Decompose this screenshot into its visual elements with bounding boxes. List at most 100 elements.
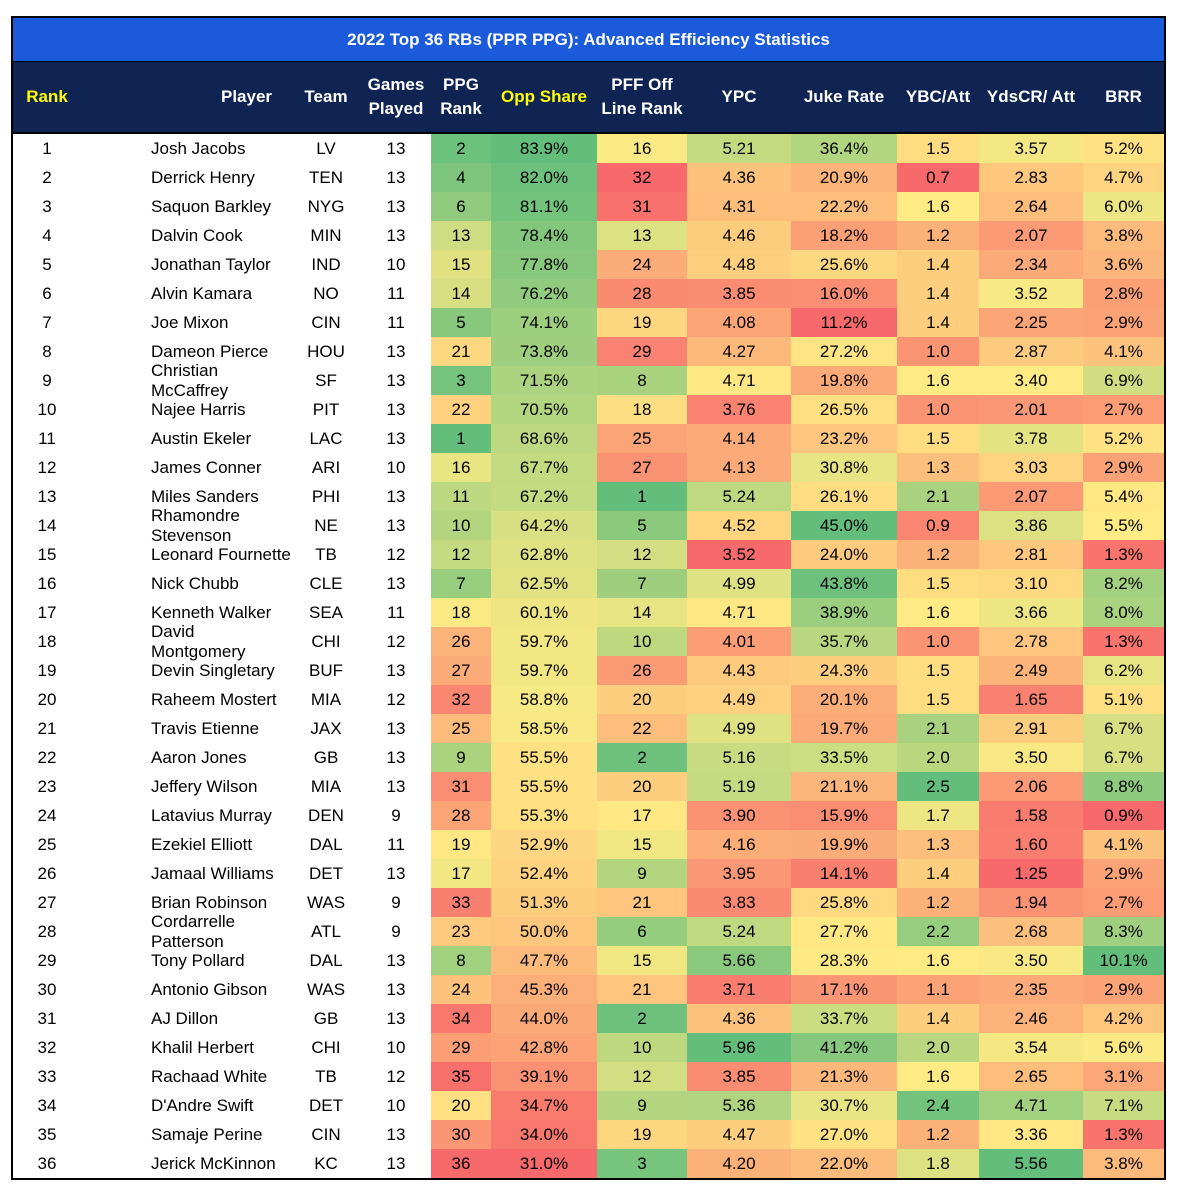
cell-yds-cr-att: 4.71	[979, 1091, 1083, 1120]
cell-juke-rate: 21.1%	[791, 772, 897, 801]
cell-yds-cr-att: 3.40	[979, 366, 1083, 395]
cell-pff-off-line-rank: 29	[597, 337, 687, 366]
cell-pff-off-line-rank: 27	[597, 453, 687, 482]
cell-yds-cr-att: 3.03	[979, 453, 1083, 482]
cell-ybc-att: 1.3	[897, 453, 979, 482]
table-row: 16 Nick Chubb CLE 13 7 62.5% 7 4.99 43.8% 1.5 3.10…	[13, 569, 1164, 598]
cell-pff-off-line-rank: 19	[597, 308, 687, 337]
cell-player: Jamaal Williams	[151, 863, 274, 883]
cell-ppg-rank: 33	[431, 888, 491, 917]
cell-ypc: 4.49	[687, 685, 791, 714]
cell-pff-off-line-rank: 9	[597, 859, 687, 888]
cell-opp-share: 55.5%	[491, 743, 597, 772]
cell-ybc-att: 1.8	[897, 1149, 979, 1178]
cell-yds-cr-att: 2.65	[979, 1062, 1083, 1091]
cell-ppg-rank: 12	[431, 540, 491, 569]
cell-ypc: 3.85	[687, 1062, 791, 1091]
cell-games-played: 13	[386, 428, 406, 448]
cell-games-played: 13	[386, 370, 406, 390]
cell-ypc: 3.83	[687, 888, 791, 917]
cell-ppg-rank: 29	[431, 1033, 491, 1062]
cell-opp-share: 70.5%	[491, 395, 597, 424]
cell-player: Saquon Barkley	[151, 196, 272, 216]
cell-brr: 4.1%	[1083, 830, 1164, 859]
cell-player: Tony Pollard	[151, 950, 245, 970]
cell-ppg-rank: 5	[431, 308, 491, 337]
cell-team: TB	[315, 1066, 337, 1086]
cell-yds-cr-att: 3.66	[979, 598, 1083, 627]
cell-team: SF	[315, 370, 337, 390]
cell-player: AJ Dillon	[151, 1008, 219, 1028]
cell-brr: 8.8%	[1083, 772, 1164, 801]
cell-opp-share: 62.8%	[491, 540, 597, 569]
cell-opp-share: 73.8%	[491, 337, 597, 366]
cell-opp-share: 39.1%	[491, 1062, 597, 1091]
cell-opp-share: 76.2%	[491, 279, 597, 308]
cell-ppg-rank: 2	[431, 134, 491, 163]
cell-yds-cr-att: 2.83	[979, 163, 1083, 192]
cell-yds-cr-att: 3.50	[979, 743, 1083, 772]
cell-games-played: 13	[386, 747, 406, 767]
cell-team: CIN	[311, 1124, 341, 1144]
cell-juke-rate: 18.2%	[791, 221, 897, 250]
cell-yds-cr-att: 2.87	[979, 337, 1083, 366]
cell-ppg-rank: 7	[431, 569, 491, 598]
cell-ybc-att: 2.1	[897, 714, 979, 743]
cell-juke-rate: 25.8%	[791, 888, 897, 917]
cell-juke-rate: 45.0%	[791, 511, 897, 540]
cell-player: Miles Sanders	[151, 486, 259, 506]
cell-ppg-rank: 15	[431, 250, 491, 279]
cell-pff-off-line-rank: 20	[597, 685, 687, 714]
cell-ppg-rank: 18	[431, 598, 491, 627]
cell-team: IND	[311, 254, 341, 274]
cell-rank: 4	[42, 225, 52, 245]
cell-games-played: 13	[386, 341, 406, 361]
cell-ypc: 5.24	[687, 482, 791, 511]
cell-pff-off-line-rank: 14	[597, 598, 687, 627]
cell-pff-off-line-rank: 5	[597, 511, 687, 540]
cell-player: Ezekiel Elliott	[151, 834, 253, 854]
cell-ybc-att: 2.4	[897, 1091, 979, 1120]
cell-opp-share: 50.0%	[491, 917, 597, 946]
cell-ybc-att: 1.6	[897, 1062, 979, 1091]
cell-ybc-att: 1.3	[897, 830, 979, 859]
cell-games-played: 13	[386, 950, 406, 970]
cell-pff-off-line-rank: 8	[597, 366, 687, 395]
cell-juke-rate: 11.2%	[791, 308, 897, 337]
cell-pff-off-line-rank: 10	[597, 627, 687, 656]
cell-games-played: 9	[391, 921, 401, 941]
cell-yds-cr-att: 1.60	[979, 830, 1083, 859]
cell-opp-share: 58.8%	[491, 685, 597, 714]
cell-brr: 2.9%	[1083, 975, 1164, 1004]
cell-ypc: 3.90	[687, 801, 791, 830]
cell-ypc: 4.31	[687, 192, 791, 221]
cell-team: PHI	[311, 486, 341, 506]
cell-brr: 4.2%	[1083, 1004, 1164, 1033]
cell-opp-share: 59.7%	[491, 627, 597, 656]
cell-ybc-att: 1.0	[897, 627, 979, 656]
table-row: 7 Joe Mixon CIN 11 5 74.1% 19 4.08 11.2% 1.4 2.25 2…	[13, 308, 1164, 337]
cell-juke-rate: 24.0%	[791, 540, 897, 569]
cell-juke-rate: 26.5%	[791, 395, 897, 424]
cell-ppg-rank: 8	[431, 946, 491, 975]
cell-ppg-rank: 21	[431, 337, 491, 366]
cell-brr: 2.9%	[1083, 308, 1164, 337]
cell-ppg-rank: 22	[431, 395, 491, 424]
cell-opp-share: 31.0%	[491, 1149, 597, 1178]
cell-rank: 5	[42, 254, 52, 274]
cell-pff-off-line-rank: 22	[597, 714, 687, 743]
cell-ybc-att: 1.5	[897, 685, 979, 714]
cell-team: DEN	[308, 805, 344, 825]
table-row: 29 Tony Pollard DAL 13 8 47.7% 15 5.66 28.3% 1.6 3…	[13, 946, 1164, 975]
cell-opp-share: 67.2%	[491, 482, 597, 511]
cell-ypc: 4.46	[687, 221, 791, 250]
cell-rank: 18	[37, 631, 57, 651]
cell-player: Jeffery Wilson	[151, 776, 258, 796]
cell-rank: 27	[37, 892, 57, 912]
cell-games-played: 13	[386, 138, 406, 158]
table-row: 18 David Montgomery CHI 12 26 59.7% 10 4.01 35.7…	[13, 622, 1164, 661]
cell-pff-off-line-rank: 7	[597, 569, 687, 598]
table-row: 33 Rachaad White TB 12 35 39.1% 12 3.85 21.3% 1.6…	[13, 1062, 1164, 1091]
cell-team: GB	[313, 747, 339, 767]
cell-team: CIN	[311, 312, 341, 332]
